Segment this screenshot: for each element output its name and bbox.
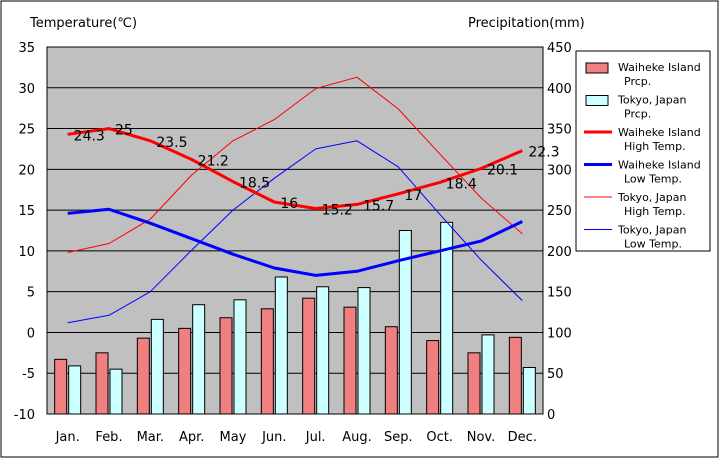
precip-bar	[178, 327, 192, 415]
precip-bar	[343, 306, 357, 415]
data-label: 15.2	[322, 202, 353, 218]
precip-bar	[219, 317, 233, 415]
data-label: 22.3	[528, 145, 559, 161]
plot-border	[46, 46, 544, 415]
temp-line	[67, 207, 523, 277]
left-tick-label: 25	[18, 123, 35, 138]
precip-bar	[357, 287, 371, 415]
legend-swatch	[585, 95, 609, 106]
precip-bar	[233, 299, 247, 415]
right-tick-label: 250	[547, 204, 572, 219]
legend-label: Prcp.	[624, 75, 651, 88]
right-tick-label: 300	[547, 163, 572, 178]
plot-background	[47, 47, 543, 414]
legend-label: Low Temp.	[624, 173, 682, 186]
legend-label: Tokyo, Japan	[617, 94, 686, 107]
precip-bar	[192, 304, 206, 415]
precip-bar	[426, 340, 440, 415]
precip-bar	[467, 352, 481, 415]
right-tick-label: 100	[547, 326, 572, 341]
legend-label: Tokyo, Japan	[617, 191, 686, 204]
temp-line	[67, 76, 523, 253]
right-tick-label: 350	[547, 123, 572, 138]
data-label: 18.4	[446, 176, 477, 192]
x-tick-label: Jul.	[305, 430, 326, 445]
legend-label: High Temp.	[624, 140, 686, 153]
data-label: 23.5	[156, 135, 187, 151]
x-tick-label: Apr.	[179, 430, 204, 445]
x-tick-label: Aug.	[342, 430, 372, 445]
data-label: 25	[115, 123, 133, 139]
precip-bar	[68, 365, 82, 415]
left-tick-label: 35	[18, 41, 35, 56]
x-tick-label: Jan.	[55, 430, 80, 445]
right-axis-title: Precipitation(mm)	[468, 16, 585, 31]
precip-bar	[150, 318, 164, 415]
right-tick-label: 150	[547, 286, 572, 301]
precip-bar	[109, 368, 123, 415]
x-tick-label: Sep.	[384, 430, 413, 445]
left-tick-label: 0	[27, 326, 35, 341]
left-tick-label: -5	[22, 367, 35, 382]
precip-bar	[508, 336, 522, 415]
left-tick-label: 5	[27, 286, 35, 301]
right-tick-label: 50	[547, 367, 564, 382]
x-tick-label: Jun.	[261, 430, 286, 445]
left-tick-label: 15	[18, 204, 35, 219]
right-tick-label: 450	[547, 41, 572, 56]
data-label: 24.3	[74, 128, 105, 144]
temp-line	[67, 127, 523, 210]
data-label: 18.5	[239, 176, 270, 192]
legend-label: Tokyo, Japan	[617, 224, 686, 237]
data-label: 17	[404, 188, 422, 204]
precip-bar	[54, 358, 68, 415]
data-label: 15.7	[363, 198, 394, 214]
legend-label: Waiheke Island	[618, 159, 701, 172]
left-tick-label: -10	[14, 408, 35, 423]
precip-bar	[302, 297, 316, 415]
temp-line	[67, 140, 523, 324]
legend-label: Waiheke Island	[618, 126, 701, 139]
precip-bar	[95, 352, 109, 415]
precip-bar	[260, 308, 274, 415]
data-label: 16	[280, 196, 298, 212]
x-tick-label: Dec.	[508, 430, 537, 445]
x-tick-label: Feb.	[95, 430, 122, 445]
legend-swatch	[585, 62, 609, 74]
legend-label: Low Temp.	[624, 238, 682, 251]
data-label: 20.1	[487, 163, 518, 179]
plot-area: 24.3 25 23.5 21.2 18.5 16 15.2 15.7 17 18.4 20.1 22…	[14, 41, 572, 445]
precip-bar	[481, 334, 495, 415]
x-tick-label: May	[220, 430, 247, 445]
left-tick-label: 30	[18, 82, 35, 97]
precip-bar	[522, 367, 536, 415]
x-tick-label: Oct.	[426, 430, 453, 445]
legend-box	[575, 50, 711, 252]
precip-bar	[136, 337, 150, 415]
x-tick-label: Nov.	[467, 430, 496, 445]
left-tick-label: 10	[18, 245, 35, 260]
left-axis-title: Temperature(℃)	[29, 16, 137, 31]
left-tick-label: 20	[18, 163, 35, 178]
right-tick-label: 200	[547, 245, 572, 260]
x-tick-label: Mar.	[137, 430, 164, 445]
precip-bar	[384, 326, 398, 415]
legend-label: High Temp.	[624, 205, 686, 218]
right-tick-label: 0	[547, 408, 555, 423]
data-label: 21.2	[198, 154, 229, 170]
legend-label: Prcp.	[624, 108, 651, 121]
legend-label: Waiheke Island	[618, 61, 701, 74]
precip-bar	[274, 276, 288, 415]
precip-bar	[316, 286, 330, 415]
right-tick-label: 400	[547, 82, 572, 97]
